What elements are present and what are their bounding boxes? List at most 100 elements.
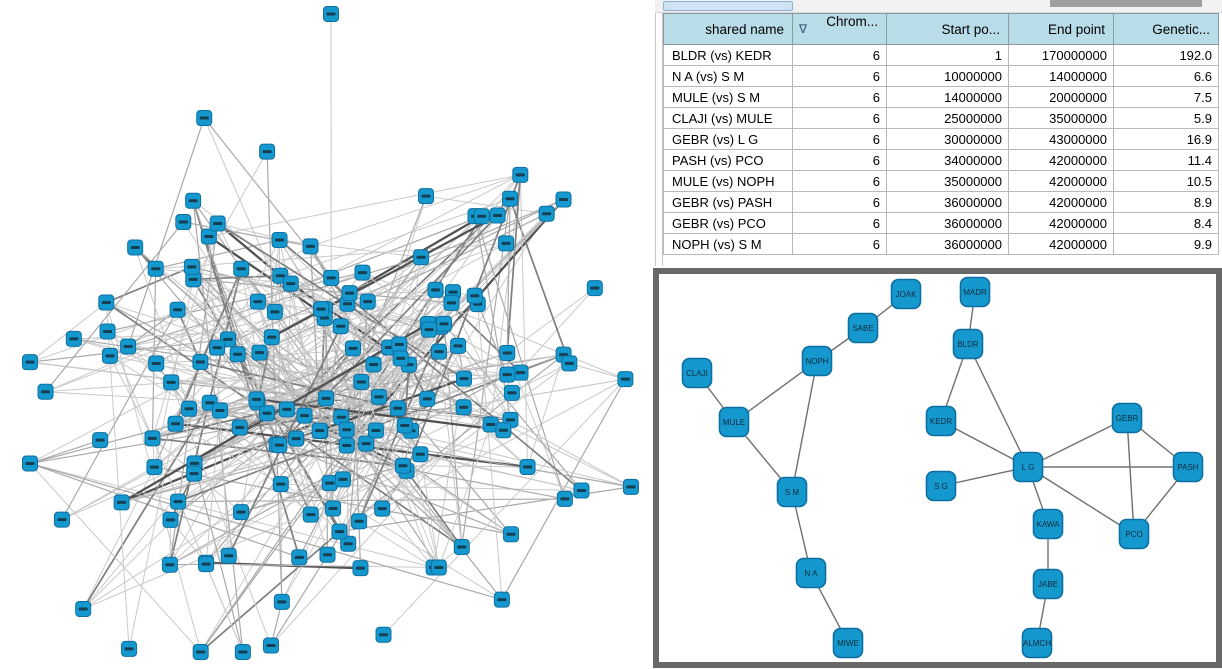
cell-value[interactable]: 9.9 bbox=[1113, 233, 1219, 255]
network-edge[interactable] bbox=[360, 381, 435, 568]
network-node[interactable] bbox=[427, 281, 444, 298]
cell-value[interactable]: 20000000 bbox=[1008, 86, 1114, 108]
cell-shared-name[interactable]: N A (vs) S M bbox=[663, 65, 793, 87]
cell-value[interactable]: 6 bbox=[792, 44, 887, 66]
network-edge[interactable] bbox=[404, 425, 440, 568]
network-edge[interactable] bbox=[29, 439, 101, 465]
column-header-chrom[interactable]: ∇ Chrom... bbox=[792, 13, 887, 45]
network-node-s-m[interactable]: S M bbox=[776, 476, 808, 508]
network-node[interactable] bbox=[323, 6, 339, 22]
network-node[interactable] bbox=[418, 188, 435, 205]
network-edge[interactable] bbox=[506, 287, 596, 354]
network-node[interactable] bbox=[162, 511, 179, 528]
network-node[interactable] bbox=[192, 354, 209, 371]
network-node[interactable] bbox=[234, 644, 251, 660]
network-node[interactable] bbox=[443, 294, 460, 311]
network-edge-gebr-l-g[interactable] bbox=[1027, 417, 1128, 468]
network-node[interactable] bbox=[502, 190, 519, 207]
network-node[interactable] bbox=[266, 303, 283, 320]
network-node[interactable] bbox=[263, 329, 280, 346]
network-node[interactable] bbox=[430, 343, 447, 360]
node-shape[interactable] bbox=[959, 276, 991, 308]
network-edge[interactable] bbox=[105, 302, 202, 653]
network-node[interactable] bbox=[75, 600, 92, 617]
cell-shared-name[interactable]: NOPH (vs) S M bbox=[663, 233, 793, 255]
network-node-joak[interactable]: JOAK bbox=[890, 278, 922, 310]
network-edge[interactable] bbox=[188, 408, 632, 488]
cell-value[interactable]: 6 bbox=[792, 107, 887, 129]
network-node[interactable] bbox=[367, 422, 384, 439]
network-node[interactable] bbox=[436, 315, 453, 332]
column-header-end-point[interactable]: End point bbox=[1008, 13, 1114, 45]
network-edge[interactable] bbox=[280, 275, 513, 394]
network-node[interactable] bbox=[512, 166, 529, 183]
network-edge[interactable] bbox=[82, 402, 211, 610]
network-edge[interactable] bbox=[29, 462, 503, 601]
table-row[interactable]: MULE (vs) NOPH 6 35000000 42000000 10.5 bbox=[663, 170, 1219, 192]
network-node[interactable] bbox=[374, 500, 391, 517]
table-row[interactable]: GEBR (vs) L G 6 30000000 43000000 16.9 bbox=[663, 128, 1219, 150]
network-node[interactable] bbox=[233, 504, 250, 521]
network-node[interactable] bbox=[503, 526, 520, 543]
network-node-miwe[interactable]: MIWE bbox=[832, 627, 864, 659]
network-node[interactable] bbox=[259, 405, 276, 422]
node-shape[interactable] bbox=[1172, 451, 1204, 483]
network-node[interactable] bbox=[273, 593, 290, 610]
network-node[interactable] bbox=[186, 465, 203, 482]
node-shape[interactable] bbox=[718, 406, 750, 438]
network-edge[interactable] bbox=[61, 351, 440, 521]
cell-shared-name[interactable]: BLDR (vs) KEDR bbox=[663, 44, 793, 66]
network-node[interactable] bbox=[196, 110, 213, 126]
network-node-l-g[interactable]: L G bbox=[1012, 451, 1044, 483]
network-node-noph[interactable]: NOPH bbox=[801, 345, 833, 377]
cell-value[interactable]: 36000000 bbox=[886, 191, 1009, 213]
network-edge[interactable] bbox=[490, 174, 521, 425]
filter-icon[interactable]: ∇ bbox=[799, 22, 808, 36]
network-edge[interactable] bbox=[463, 406, 528, 468]
network-node-sabe[interactable]: SABE bbox=[847, 312, 879, 344]
network-edge[interactable] bbox=[501, 378, 626, 600]
network-edge[interactable] bbox=[29, 462, 434, 569]
network-node[interactable] bbox=[278, 401, 295, 418]
network-node[interactable] bbox=[421, 321, 438, 338]
network-edge[interactable] bbox=[271, 214, 499, 339]
network-edge[interactable] bbox=[346, 445, 349, 544]
node-shape[interactable] bbox=[1032, 568, 1064, 600]
network-edge[interactable] bbox=[519, 174, 529, 467]
network-node[interactable] bbox=[22, 455, 38, 472]
network-node[interactable] bbox=[622, 478, 639, 495]
network-edge[interactable] bbox=[443, 323, 582, 491]
network-edge[interactable] bbox=[310, 174, 521, 247]
network-node[interactable] bbox=[144, 430, 161, 447]
network-node[interactable] bbox=[493, 591, 510, 608]
table-row[interactable]: PASH (vs) PCO 6 34000000 42000000 11.4 bbox=[663, 149, 1219, 171]
cell-value[interactable]: 10.5 bbox=[1113, 170, 1219, 192]
network-node-kedr[interactable]: KEDR bbox=[925, 405, 957, 437]
network-edge[interactable] bbox=[341, 416, 632, 488]
network-node-s-g[interactable]: S G bbox=[925, 470, 957, 502]
network-node[interactable] bbox=[345, 340, 362, 357]
network-node[interactable] bbox=[538, 205, 555, 222]
network-node[interactable] bbox=[167, 415, 184, 432]
network-edge[interactable] bbox=[367, 256, 422, 303]
network-edge[interactable] bbox=[29, 361, 511, 421]
cell-shared-name[interactable]: GEBR (vs) PASH bbox=[663, 191, 793, 213]
node-shape[interactable] bbox=[847, 312, 879, 344]
node-shape[interactable] bbox=[1021, 627, 1053, 659]
network-node[interactable] bbox=[561, 355, 578, 372]
network-node[interactable] bbox=[389, 400, 406, 417]
table-row[interactable]: CLAJI (vs) MULE 6 25000000 35000000 5.9 bbox=[663, 107, 1219, 129]
network-node-mule[interactable]: MULE bbox=[718, 406, 750, 438]
network-node[interactable] bbox=[121, 640, 138, 657]
node-shape[interactable] bbox=[925, 405, 957, 437]
node-shape[interactable] bbox=[795, 557, 827, 589]
cell-value[interactable]: 25000000 bbox=[886, 107, 1009, 129]
network-edge[interactable] bbox=[169, 362, 570, 566]
network-node[interactable] bbox=[101, 347, 118, 364]
network-node[interactable] bbox=[231, 419, 248, 436]
network-node[interactable] bbox=[200, 228, 217, 245]
network-node[interactable] bbox=[259, 143, 276, 160]
network-node[interactable] bbox=[198, 556, 215, 573]
network-edge[interactable] bbox=[193, 278, 350, 294]
